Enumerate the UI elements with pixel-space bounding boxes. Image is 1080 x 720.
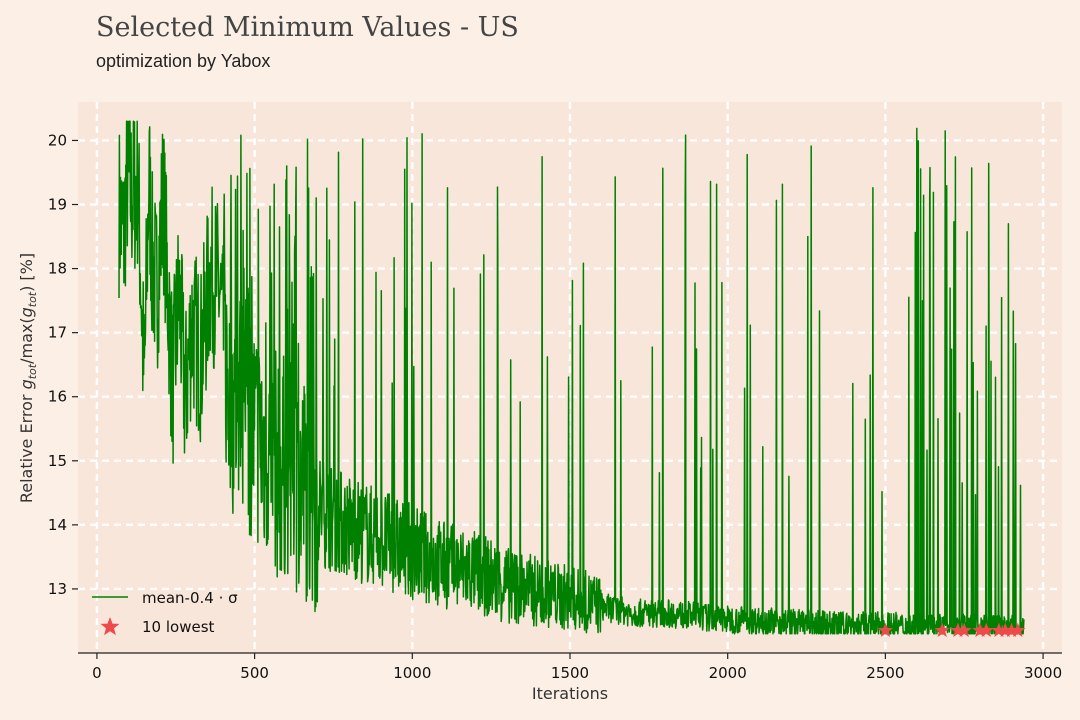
y-tick-label: 17: [48, 324, 67, 342]
x-tick-label: 2500: [866, 664, 904, 682]
y-tick-label: 19: [48, 196, 67, 214]
y-axis-label-g1: g: [17, 379, 36, 389]
chart-title: Selected Minimum Values - US: [96, 12, 519, 43]
lowest-star-marker: [950, 622, 966, 637]
x-tick-label: 3000: [1024, 664, 1062, 682]
legend-star-swatch: [100, 617, 120, 636]
y-axis-label-mid: /max(: [17, 317, 36, 364]
series-line-mean: [118, 120, 1025, 635]
y-axis-label-prefix: Relative Error: [17, 389, 36, 503]
series-star-group: [877, 622, 1026, 637]
series-line-group: [118, 120, 1025, 635]
lowest-star-marker: [956, 622, 972, 637]
lowest-star-marker: [997, 622, 1013, 637]
y-axis-label-suffix: ) [%]: [17, 253, 36, 292]
y-axis-label-sub1: tot: [26, 363, 39, 379]
x-tick-label: 0: [92, 664, 102, 682]
lowest-star-marker: [972, 622, 988, 637]
y-tick-label: 14: [48, 516, 67, 534]
y-axis-ticks: 13 14 15 16 17 18 19 20: [48, 131, 78, 598]
legend-label-mean: mean-0.4 · σ: [142, 589, 238, 607]
lowest-star-marker: [934, 622, 950, 637]
lowest-star-marker: [991, 622, 1007, 637]
legend-label-lowest: 10 lowest: [142, 618, 215, 636]
x-tick-label: 1500: [551, 664, 589, 682]
lowest-star-marker: [1003, 622, 1020, 637]
y-axis-label-sub2: tot: [26, 291, 39, 307]
y-tick-label: 16: [48, 388, 67, 406]
legend: mean-0.4 · σ 10 lowest: [92, 589, 238, 636]
y-tick-label: 13: [48, 580, 67, 598]
lowest-star-marker: [1010, 622, 1026, 637]
lowest-star-marker: [877, 622, 893, 637]
x-tick-label: 1000: [393, 664, 431, 682]
y-tick-label: 18: [48, 260, 67, 278]
x-tick-label: 2000: [709, 664, 747, 682]
chart-subtitle: optimization by Yabox: [96, 51, 271, 71]
lowest-star-marker: [978, 622, 994, 637]
x-axis-ticks: 0 500 1000 1500 2000 2500 3000: [92, 653, 1062, 682]
y-axis-label-g2: g: [17, 307, 36, 317]
y-tick-label: 20: [48, 131, 67, 149]
y-tick-label: 15: [48, 452, 67, 470]
x-tick-label: 500: [240, 664, 269, 682]
y-axis-label: Relative Error gtot/max(gtot) [%]: [17, 253, 39, 503]
x-axis-label: Iterations: [532, 684, 608, 703]
